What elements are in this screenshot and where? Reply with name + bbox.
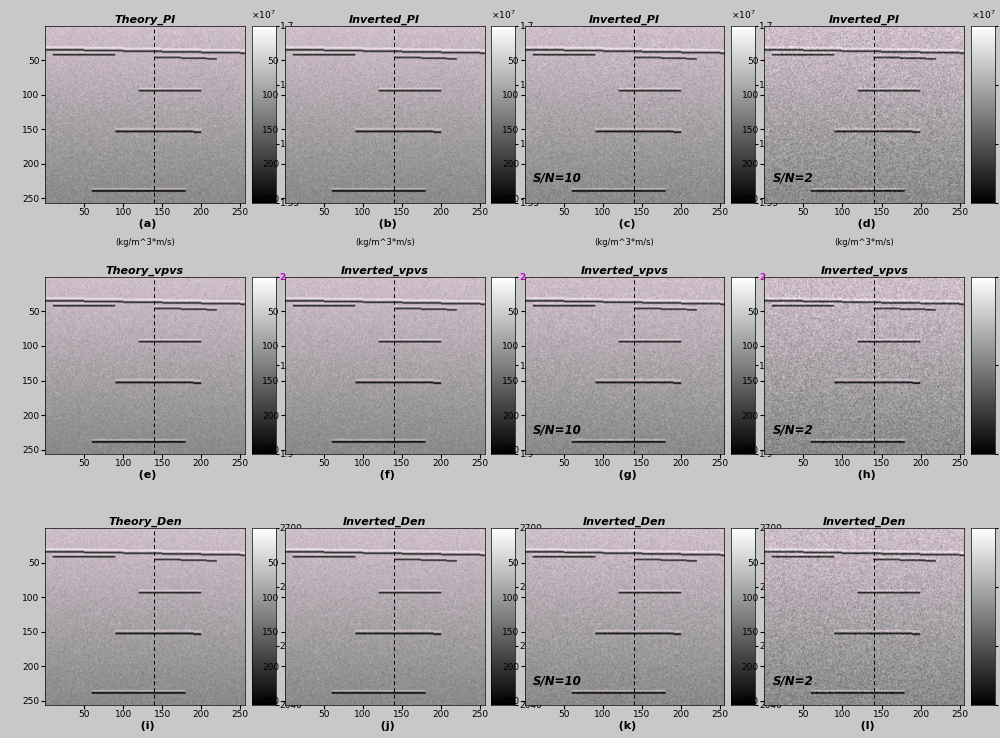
X-axis label:  (l): (l) [855,721,874,731]
Title: Inverted_Den: Inverted_Den [583,517,666,528]
Text: $\times$10$^7$: $\times$10$^7$ [491,8,516,21]
Title: Inverted_vpvs: Inverted_vpvs [820,266,908,277]
Text: $\times$10$^7$: $\times$10$^7$ [971,8,995,21]
Text: S/N=2: S/N=2 [772,674,813,687]
Title: Theory_PI: Theory_PI [114,15,176,25]
Title: Theory_Den: Theory_Den [108,517,182,528]
X-axis label:  (d): (d) [852,218,876,229]
X-axis label:  (h): (h) [852,469,876,480]
Text: S/N=10: S/N=10 [533,674,581,687]
Title: Inverted_PI: Inverted_PI [349,15,420,25]
X-axis label:  (g): (g) [613,469,636,480]
Title: Theory_vpvs: Theory_vpvs [106,266,184,277]
Title: Inverted_vpvs: Inverted_vpvs [581,266,668,277]
X-axis label:  (e): (e) [133,469,157,480]
X-axis label:  (a): (a) [133,218,157,229]
X-axis label:  (b): (b) [373,218,397,229]
X-axis label:  (k): (k) [613,721,636,731]
Text: (kg/m^3*m/s): (kg/m^3*m/s) [115,238,175,247]
Title: Inverted_vpvs: Inverted_vpvs [341,266,429,277]
X-axis label:  (i): (i) [135,721,155,731]
Text: S/N=10: S/N=10 [533,172,581,185]
Title: Inverted_PI: Inverted_PI [589,15,660,25]
X-axis label:  (j): (j) [375,721,395,731]
X-axis label:  (f): (f) [374,469,395,480]
Text: $\times$10$^7$: $\times$10$^7$ [251,8,276,21]
Text: (kg/m^3*m/s): (kg/m^3*m/s) [834,238,894,247]
Text: (kg/m^3*m/s): (kg/m^3*m/s) [595,238,654,247]
Title: Inverted_Den: Inverted_Den [343,517,426,528]
Title: Inverted_PI: Inverted_PI [829,15,900,25]
Text: S/N=2: S/N=2 [772,172,813,185]
Title: Inverted_Den: Inverted_Den [823,517,906,528]
Text: S/N=2: S/N=2 [772,423,813,436]
Text: $\times$10$^7$: $\times$10$^7$ [731,8,755,21]
Text: S/N=10: S/N=10 [533,423,581,436]
Text: (kg/m^3*m/s): (kg/m^3*m/s) [355,238,415,247]
X-axis label:  (c): (c) [613,218,636,229]
